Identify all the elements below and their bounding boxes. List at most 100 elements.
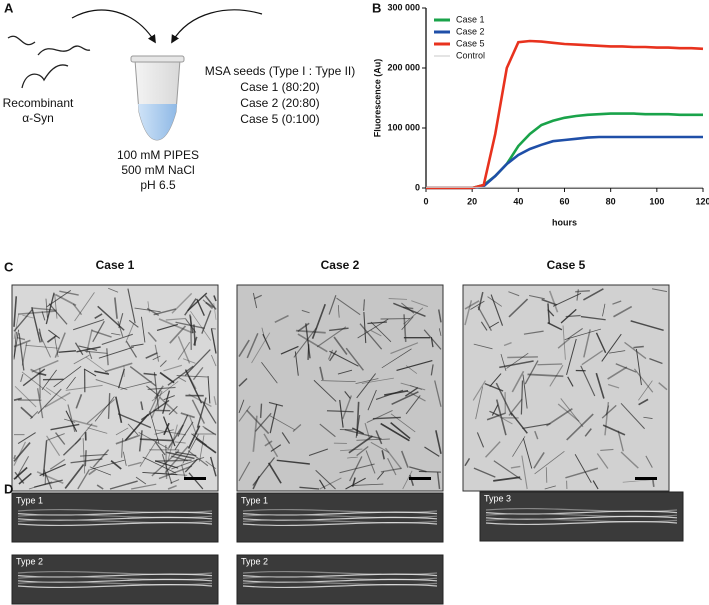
- case-text: Case 1 (80:20): [240, 80, 319, 94]
- fibril: [522, 438, 533, 469]
- fibril: [127, 461, 142, 467]
- fibril: [147, 331, 157, 343]
- fibril: [384, 447, 402, 470]
- fibril: [380, 422, 410, 442]
- fibril: [305, 323, 311, 359]
- fibril: [345, 477, 366, 490]
- fibril: [155, 441, 166, 456]
- fibril: [336, 297, 361, 316]
- fibril: [407, 390, 426, 402]
- fibril: [574, 454, 592, 483]
- fibril: [154, 429, 174, 435]
- fibril-stripe: [17, 583, 213, 589]
- fibril: [167, 484, 177, 490]
- fibril: [361, 377, 394, 384]
- fibril-stripe: [485, 520, 678, 526]
- fibril: [38, 332, 51, 358]
- fibril: [477, 291, 484, 311]
- fibril: [565, 467, 599, 479]
- fibril: [477, 306, 492, 332]
- fibril: [370, 441, 390, 454]
- fibril: [633, 368, 654, 393]
- fibril: [21, 371, 52, 395]
- fibril: [107, 393, 111, 419]
- fibril: [41, 311, 46, 321]
- fibril: [188, 376, 197, 390]
- type-label: Type 2: [241, 556, 268, 566]
- fibril: [575, 290, 590, 293]
- x-axis-label: hours: [552, 217, 577, 227]
- fibril: [299, 486, 320, 490]
- fibril: [187, 292, 208, 312]
- fibril: [213, 396, 217, 406]
- fibril: [617, 430, 624, 452]
- fibril: [131, 483, 157, 490]
- image-title: Case 1: [96, 258, 135, 272]
- fibril: [507, 356, 538, 359]
- fibril: [171, 292, 193, 314]
- fibril: [409, 384, 423, 391]
- fibril: [580, 315, 606, 321]
- fibril: [613, 305, 633, 318]
- fibril: [400, 382, 426, 391]
- fibril: [339, 399, 344, 428]
- fibril: [154, 429, 187, 436]
- fibril: [643, 416, 653, 419]
- fibril: [522, 374, 528, 409]
- fibril: [42, 440, 48, 477]
- fibril: [319, 479, 326, 490]
- fibril: [500, 353, 507, 371]
- fibril: [127, 423, 139, 436]
- fibril: [423, 329, 442, 350]
- fibril-stripe: [242, 521, 438, 527]
- fibril: [20, 406, 34, 419]
- fibril: [280, 345, 299, 355]
- fibril: [387, 457, 397, 476]
- fibril: [624, 341, 647, 360]
- fibril: [583, 329, 591, 358]
- fibril: [106, 348, 109, 366]
- fibril: [125, 323, 135, 343]
- fibril: [552, 292, 582, 307]
- fibril: [557, 338, 571, 349]
- seeds-title: MSA seeds (Type I : Type II): [205, 64, 356, 78]
- fibril: [365, 450, 376, 474]
- fibril: [204, 427, 215, 435]
- fibril: [180, 412, 195, 419]
- fibril: [438, 328, 442, 336]
- fibril: [319, 423, 336, 438]
- fibril: [41, 369, 57, 391]
- fibril: [238, 405, 251, 422]
- y-axis-label: Fluorescence (Au): [372, 59, 382, 138]
- fibril: [313, 379, 337, 402]
- fibril: [254, 412, 272, 432]
- arrow: [171, 9, 263, 44]
- fibril: [138, 431, 170, 450]
- fibril: [115, 396, 123, 423]
- fibril: [182, 358, 196, 364]
- fibril: [127, 288, 136, 324]
- fibril: [149, 411, 160, 444]
- fibril: [651, 478, 655, 487]
- fibril: [142, 471, 178, 476]
- legend-label: Case 5: [456, 38, 485, 48]
- fibril: [140, 399, 170, 421]
- fibril: [202, 425, 217, 436]
- fibril: [270, 444, 282, 452]
- fibril: [92, 449, 110, 468]
- fibril: [43, 469, 53, 490]
- x-tick-label: 60: [559, 196, 569, 206]
- fibril: [185, 318, 197, 333]
- fibril: [658, 382, 668, 391]
- fibril: [13, 313, 20, 340]
- fibril: [246, 332, 259, 359]
- fibril: [293, 327, 317, 358]
- line-series: [426, 39, 704, 190]
- fibril: [308, 448, 329, 457]
- fibril: [493, 476, 521, 482]
- fibril: [196, 397, 207, 428]
- fibril: [125, 340, 138, 358]
- fibril: [184, 298, 197, 316]
- fibril: [319, 477, 342, 490]
- case-text: Case 2 (20:80): [240, 96, 319, 110]
